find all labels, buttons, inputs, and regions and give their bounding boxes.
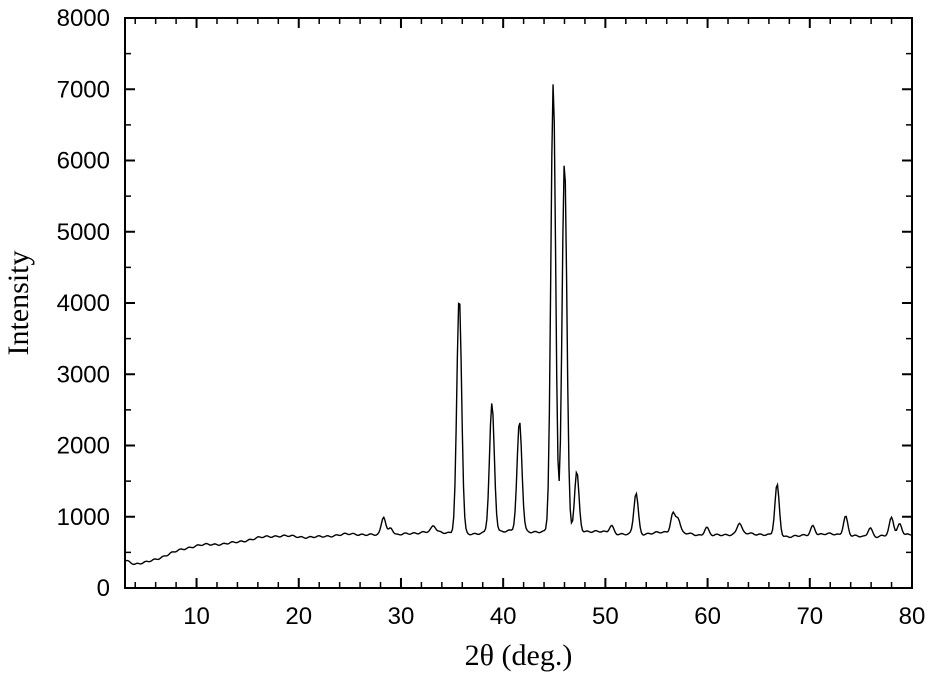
x-tick-label: 60 [694,603,721,630]
x-tick-label: 80 [899,603,926,630]
tick-labels: 10 20 30 40 50 60 70 80 0 1000 2000 3000 4000 5000 600… [57,5,926,630]
axes [125,18,912,588]
x-tick-label: 10 [183,603,210,630]
plot-line [125,84,911,564]
chart-svg: 10 20 30 40 50 60 70 80 0 1000 2000 3000 4000 5000 600… [0,0,936,677]
y-tick-label: 0 [97,575,110,602]
x-tick-label: 70 [796,603,823,630]
x-tick-label: 40 [490,603,517,630]
x-tick-label: 30 [388,603,415,630]
x-tick-label: 50 [592,603,619,630]
y-tick-label: 2000 [57,433,110,460]
y-tick-label: 5000 [57,219,110,246]
y-tick-label: 1000 [57,504,110,531]
x-tick-label: 20 [285,603,312,630]
y-tick-label: 6000 [57,148,110,175]
x-axis-title: 2θ (deg.) [465,639,573,672]
y-tick-label: 8000 [57,5,110,32]
y-tick-label: 7000 [57,76,110,103]
xrd-trace [125,84,911,564]
y-tick-label: 4000 [57,290,110,317]
y-tick-label: 3000 [57,361,110,388]
xrd-chart: 10 20 30 40 50 60 70 80 0 1000 2000 3000 4000 5000 600… [0,0,936,677]
y-axis-title: Intensity [2,251,35,356]
ticks [125,18,912,588]
